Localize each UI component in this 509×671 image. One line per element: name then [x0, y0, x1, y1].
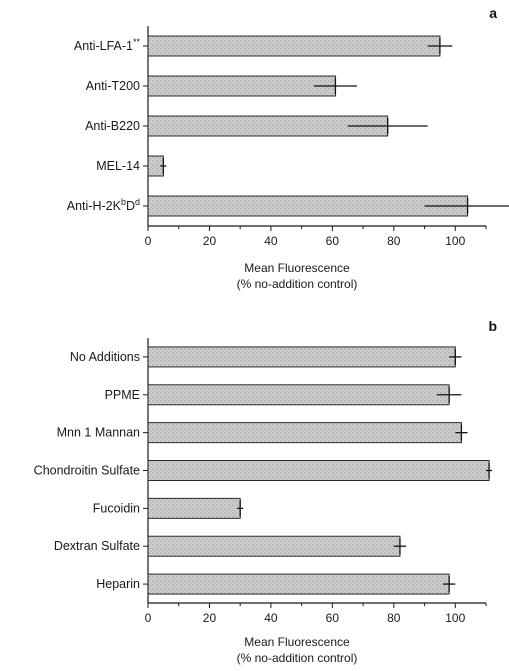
bar [147, 75, 336, 97]
x-axis-label: Mean Fluorescence [244, 261, 350, 275]
category-label: No Additions [70, 350, 140, 364]
x-axis-sublabel: (% no-addition control) [237, 651, 358, 665]
x-tick-label: 20 [203, 234, 217, 248]
panel-b-chart: b No Additions PPME Mnn 1 Mannan Chondroitin… [34, 318, 497, 665]
x-tick-label: 100 [445, 234, 465, 248]
x-tick-label: 20 [203, 611, 217, 625]
bar [147, 497, 241, 519]
x-tick-label: 100 [445, 611, 465, 625]
bar [147, 35, 441, 57]
category-label: MEL-14 [96, 159, 140, 173]
x-tick-label: 60 [326, 611, 340, 625]
bar [147, 195, 469, 217]
category-label: Fucoidin [93, 501, 140, 515]
bar [147, 535, 401, 557]
x-tick-label: 40 [264, 234, 278, 248]
bar [147, 422, 462, 444]
x-tick-label: 40 [264, 611, 278, 625]
x-tick-label: 80 [387, 611, 401, 625]
category-label: Chondroitin Sulfate [34, 464, 140, 478]
category-label: Anti-T200 [86, 79, 140, 93]
x-tick-label: 60 [326, 234, 340, 248]
panel-label: b [488, 318, 497, 334]
bar [147, 573, 450, 595]
x-tick-label: 0 [145, 234, 152, 248]
panel-label: a [489, 5, 497, 21]
category-label: Anti-H-2KbDd [67, 197, 140, 213]
category-label: Heparin [96, 577, 140, 591]
x-tick-label: 0 [145, 611, 152, 625]
category-label: Anti-LFA-1** [74, 37, 141, 53]
panel-a-chart: a Anti-LFA-1** Anti-T200 Anti-B220 MEL-14 Ant… [67, 5, 509, 291]
bar [147, 384, 450, 406]
category-label: Mnn 1 Mannan [57, 426, 140, 440]
category-label: Dextran Sulfate [54, 539, 140, 553]
x-tick-label: 80 [387, 234, 401, 248]
category-label: Anti-B220 [85, 119, 140, 133]
x-axis-sublabel: (% no-addition control) [237, 277, 358, 291]
bar [147, 346, 456, 368]
category-label: PPME [105, 388, 140, 402]
bar [147, 460, 490, 481]
x-axis-label: Mean Fluorescence [244, 635, 350, 649]
